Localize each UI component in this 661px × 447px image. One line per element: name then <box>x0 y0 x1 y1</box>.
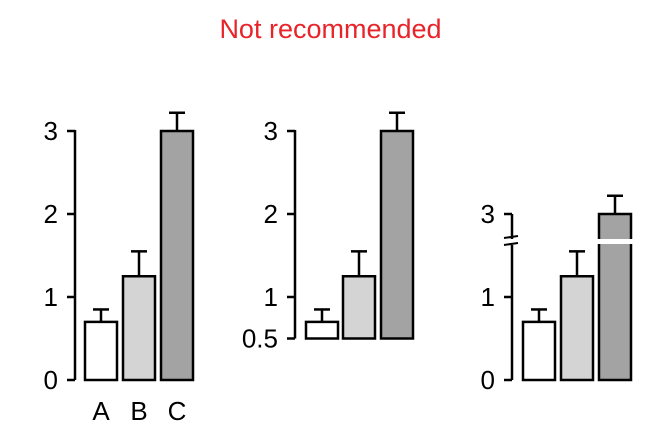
x-tick-label: C <box>168 396 187 426</box>
y-tick-label: 3 <box>44 116 58 146</box>
bar-c <box>379 129 415 340</box>
y-tick-label: 0.5 <box>242 324 278 354</box>
bar-a <box>83 320 119 382</box>
bar-b <box>341 275 377 340</box>
y-tick-label: 1 <box>481 282 495 312</box>
y-tick-label: 0 <box>481 365 495 395</box>
y-tick-label: 1 <box>44 282 58 312</box>
x-tick-label: A <box>92 396 110 426</box>
y-tick-label: 2 <box>264 199 278 229</box>
y-tick-label: 3 <box>481 199 495 229</box>
bar-a <box>304 320 340 340</box>
y-tick-label: 3 <box>264 116 278 146</box>
bar-break-gap <box>597 239 633 244</box>
y-tick-label: 0 <box>44 365 58 395</box>
chart-title: Not recommended <box>219 14 442 44</box>
bar-b <box>121 275 157 382</box>
bar-a <box>521 320 557 382</box>
bar-c <box>597 212 633 382</box>
x-tick-label: B <box>130 396 147 426</box>
axis-break-gap <box>506 239 518 245</box>
axis-break-mark <box>503 242 519 246</box>
y-tick-label: 2 <box>44 199 58 229</box>
bar-b <box>559 275 595 382</box>
bar-c <box>159 129 195 382</box>
y-tick-label: 1 <box>264 282 278 312</box>
axis-break-mark <box>503 235 519 239</box>
